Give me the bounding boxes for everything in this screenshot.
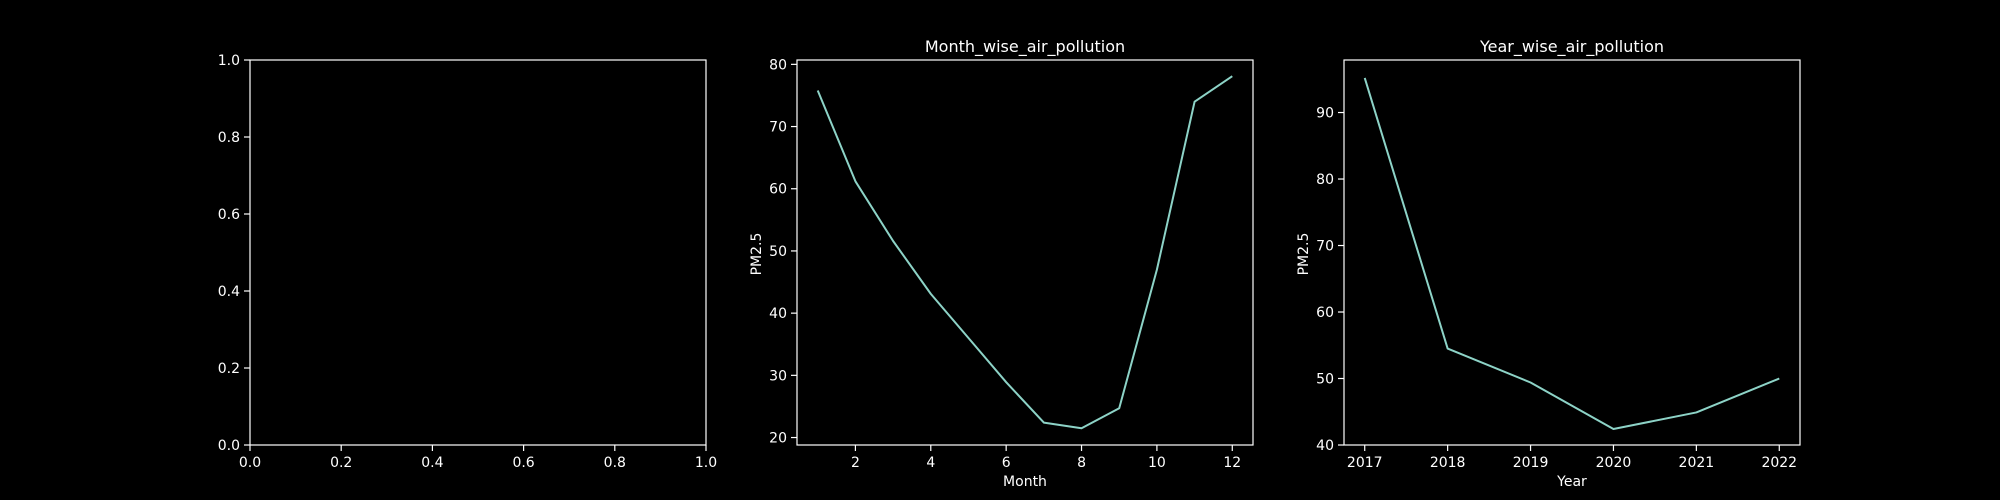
x-axis-label: Month: [1003, 474, 1047, 490]
y-tick-label: 80: [769, 57, 787, 73]
x-tick-label: 0.8: [604, 455, 626, 471]
y-tick-label: 60: [769, 182, 787, 198]
series-line: [1363, 77, 1780, 431]
y-tick-label: 40: [769, 306, 787, 322]
x-axis-label: Year: [1556, 474, 1587, 490]
x-tick-label: 10: [1148, 455, 1166, 471]
x-tick-label: 2018: [1430, 455, 1466, 471]
x-tick-label: 2020: [1596, 455, 1632, 471]
chart-title: Month_wise_air_pollution: [925, 37, 1125, 57]
y-tick-label: 0.6: [218, 207, 240, 223]
y-tick-label: 50: [769, 244, 787, 260]
x-tick-label: 2019: [1513, 455, 1549, 471]
series-line: [816, 75, 1233, 430]
y-axis-label: PM2.5: [1296, 233, 1312, 276]
y-tick-label: 0.4: [218, 284, 240, 300]
x-tick-label: 2022: [1761, 455, 1797, 471]
x-tick-label: 0.6: [512, 455, 534, 471]
x-tick-label: 0.4: [421, 455, 443, 471]
chart-title: Year_wise_air_pollution: [1479, 37, 1664, 57]
x-tick-label: 0.0: [239, 455, 261, 471]
x-tick-label: 8: [1077, 455, 1086, 471]
month-wise-chart-panel: Month_wise_air_pollution Month PM2.5 2 4 6…: [749, 37, 1254, 490]
x-tick-label: 0.2: [330, 455, 352, 471]
y-tick-label: 30: [769, 368, 787, 384]
y-tick-label: 0.0: [218, 438, 240, 454]
y-tick-label: 60: [1316, 305, 1334, 321]
y-tick-label: 0.2: [218, 361, 240, 377]
axes-frame: [796, 59, 1254, 446]
y-tick-label: 70: [1316, 239, 1334, 255]
x-tick-label: 2: [851, 455, 860, 471]
y-tick-label: 40: [1316, 438, 1334, 454]
x-tick-label: 6: [1002, 455, 1011, 471]
year-wise-chart-panel: Year_wise_air_pollution Year PM2.5 2017 2…: [1296, 37, 1801, 490]
y-tick-label: 90: [1316, 106, 1334, 122]
y-tick-label: 20: [769, 431, 787, 447]
x-tick-label: 2017: [1347, 455, 1383, 471]
empty-axes-panel: 0.0 0.2 0.4 0.6 0.8 1.0 0.0 0.2 0.4 0.6 0.8 1.0: [218, 53, 717, 471]
x-tick-label: 2021: [1679, 455, 1715, 471]
x-tick-label: 1.0: [695, 455, 717, 471]
y-tick-label: 50: [1316, 372, 1334, 388]
x-tick-label: 12: [1223, 455, 1241, 471]
x-tick-label: 4: [926, 455, 935, 471]
axes-frame: [249, 59, 707, 446]
y-axis-label: PM2.5: [749, 233, 765, 276]
y-tick-label: 0.8: [218, 130, 240, 146]
axes-frame: [1343, 59, 1801, 446]
y-tick-label: 70: [769, 120, 787, 136]
y-tick-label: 80: [1316, 172, 1334, 188]
y-tick-label: 1.0: [218, 53, 240, 69]
